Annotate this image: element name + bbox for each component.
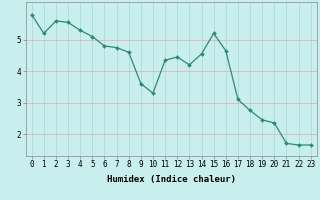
X-axis label: Humidex (Indice chaleur): Humidex (Indice chaleur) <box>107 175 236 184</box>
